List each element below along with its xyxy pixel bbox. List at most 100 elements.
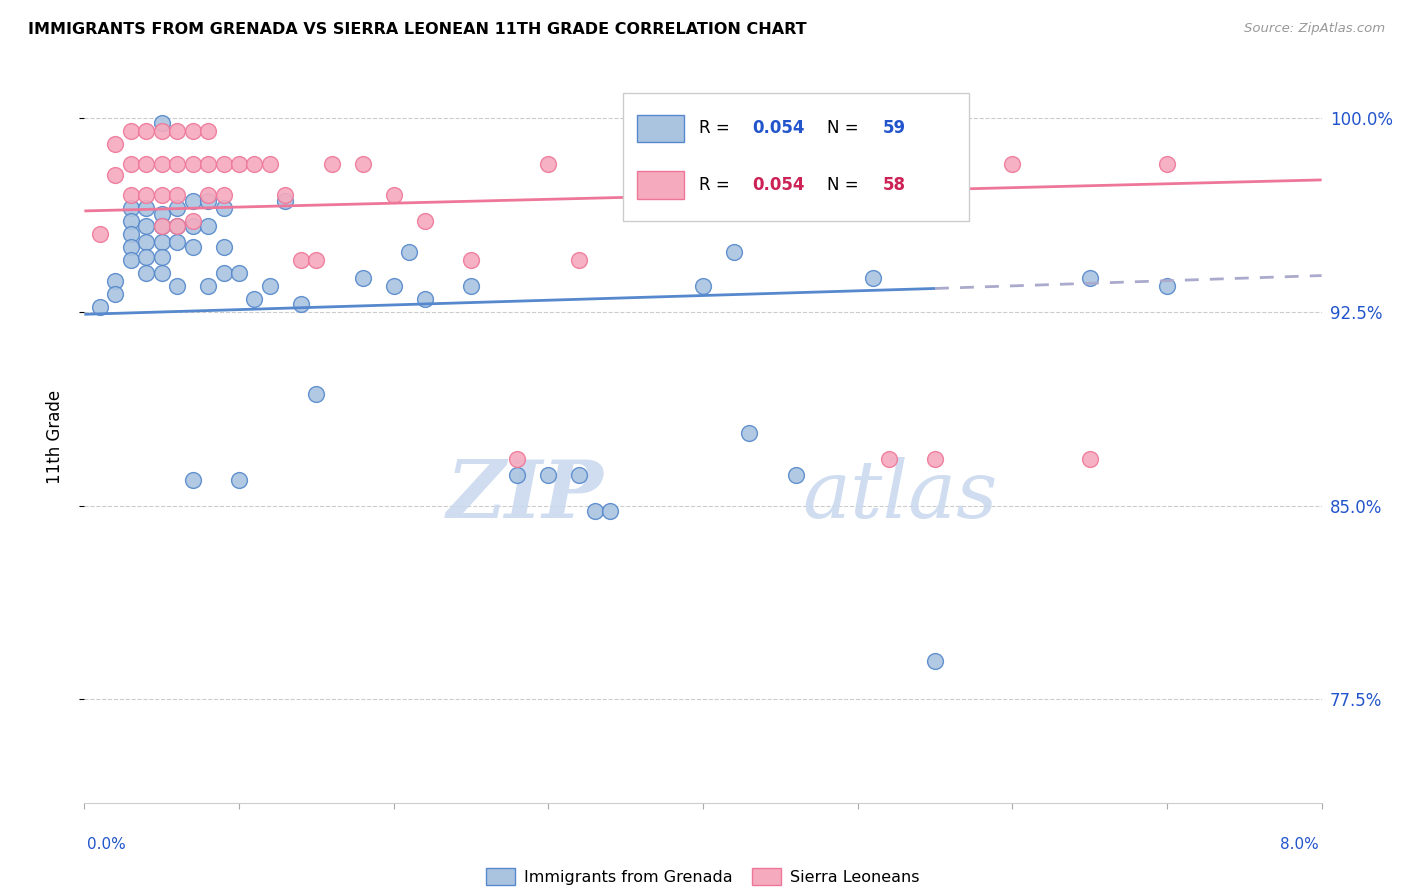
Point — [181, 194, 204, 208]
Point — [413, 214, 436, 228]
Point — [104, 136, 127, 151]
Point — [150, 266, 173, 280]
Point — [135, 188, 157, 202]
Point — [212, 240, 235, 254]
Point — [120, 202, 142, 216]
Point — [120, 253, 142, 268]
Point — [104, 274, 127, 288]
Point — [599, 504, 621, 518]
Point — [166, 188, 188, 202]
Text: 0.0%: 0.0% — [87, 837, 127, 852]
Point — [120, 214, 142, 228]
Point — [150, 219, 173, 234]
Point — [769, 157, 792, 171]
Point — [243, 157, 266, 171]
Point — [738, 426, 761, 441]
FancyBboxPatch shape — [637, 171, 685, 199]
Text: N =: N = — [827, 120, 863, 137]
Point — [166, 235, 188, 249]
Point — [212, 188, 235, 202]
Point — [583, 504, 606, 518]
Point — [197, 124, 219, 138]
Point — [135, 235, 157, 249]
Point — [1156, 157, 1178, 171]
Text: atlas: atlas — [801, 457, 997, 534]
Text: IMMIGRANTS FROM GRENADA VS SIERRA LEONEAN 11TH GRADE CORRELATION CHART: IMMIGRANTS FROM GRENADA VS SIERRA LEONEA… — [28, 22, 807, 37]
Point — [568, 253, 591, 268]
Point — [723, 245, 745, 260]
Point — [924, 654, 946, 668]
Point — [228, 157, 250, 171]
Point — [537, 157, 560, 171]
Point — [166, 124, 188, 138]
Point — [321, 157, 343, 171]
Point — [924, 452, 946, 467]
Point — [692, 157, 714, 171]
Point — [785, 467, 807, 482]
FancyBboxPatch shape — [637, 114, 685, 143]
Text: 8.0%: 8.0% — [1279, 837, 1319, 852]
Point — [568, 467, 591, 482]
Point — [259, 157, 281, 171]
Point — [120, 188, 142, 202]
Point — [630, 157, 652, 171]
Point — [305, 253, 328, 268]
Point — [243, 292, 266, 306]
Point — [692, 278, 714, 293]
Point — [197, 278, 219, 293]
Point — [197, 219, 219, 234]
Point — [135, 202, 157, 216]
Point — [274, 188, 297, 202]
Legend: Immigrants from Grenada, Sierra Leoneans: Immigrants from Grenada, Sierra Leoneans — [479, 862, 927, 891]
Point — [150, 206, 173, 220]
Point — [166, 219, 188, 234]
Point — [197, 194, 219, 208]
Point — [181, 124, 204, 138]
Point — [212, 202, 235, 216]
Text: 58: 58 — [883, 176, 905, 194]
Point — [135, 124, 157, 138]
Point — [460, 253, 482, 268]
Point — [290, 253, 312, 268]
Point — [166, 157, 188, 171]
Text: 59: 59 — [883, 120, 905, 137]
Point — [150, 219, 173, 234]
Point — [460, 278, 482, 293]
Point — [120, 157, 142, 171]
Point — [181, 157, 204, 171]
Text: R =: R = — [699, 176, 735, 194]
Point — [181, 219, 204, 234]
Point — [120, 227, 142, 242]
Point — [877, 452, 900, 467]
Point — [1001, 157, 1024, 171]
Text: N =: N = — [827, 176, 863, 194]
Point — [104, 168, 127, 182]
Point — [197, 188, 219, 202]
Point — [382, 278, 405, 293]
Point — [135, 219, 157, 234]
Text: R =: R = — [699, 120, 735, 137]
Point — [197, 157, 219, 171]
Point — [150, 251, 173, 265]
Point — [104, 286, 127, 301]
Point — [150, 116, 173, 130]
Point — [506, 452, 529, 467]
Point — [413, 292, 436, 306]
Point — [352, 271, 374, 285]
Y-axis label: 11th Grade: 11th Grade — [45, 390, 63, 484]
Point — [120, 124, 142, 138]
Point — [274, 194, 297, 208]
Point — [537, 467, 560, 482]
FancyBboxPatch shape — [623, 94, 969, 221]
Point — [120, 240, 142, 254]
Point — [181, 473, 204, 487]
Point — [212, 266, 235, 280]
Point — [89, 300, 111, 314]
Text: 0.054: 0.054 — [752, 176, 806, 194]
Point — [1078, 452, 1101, 467]
Point — [89, 227, 111, 242]
Point — [212, 157, 235, 171]
Point — [352, 157, 374, 171]
Point — [398, 245, 420, 260]
Point — [150, 157, 173, 171]
